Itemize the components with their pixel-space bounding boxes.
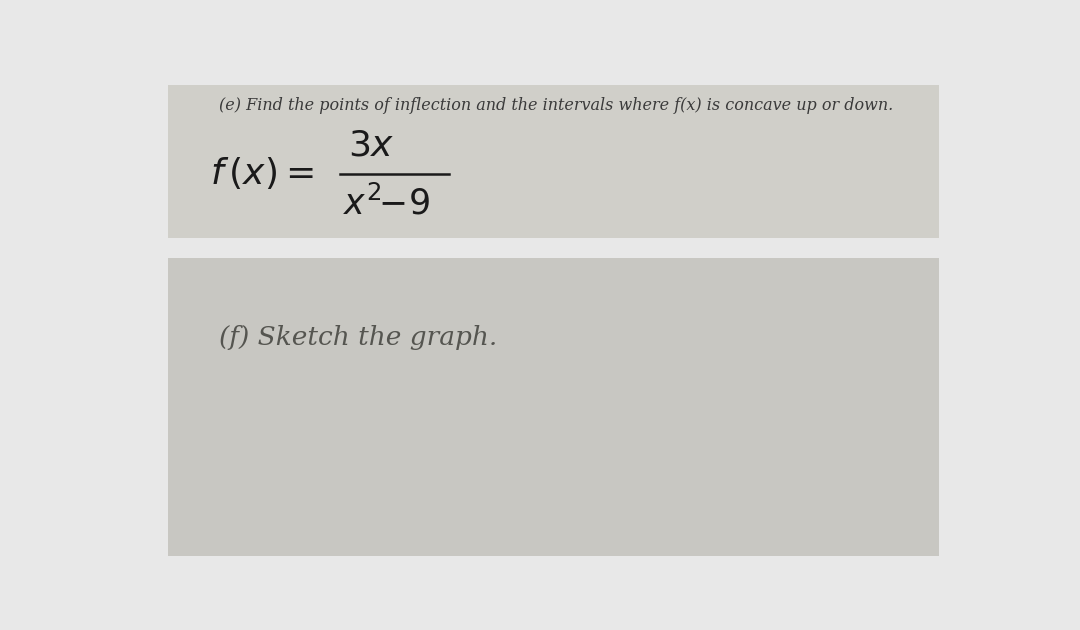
Text: (f) Sketch the graph.: (f) Sketch the graph. — [218, 325, 497, 350]
Text: $x^2\!\!-\!9$: $x^2\!\!-\!9$ — [342, 185, 430, 221]
Text: (e) Find the points of inflection and the intervals where f(x) is concave up or : (e) Find the points of inflection and th… — [218, 98, 893, 115]
Text: $3x$: $3x$ — [349, 129, 395, 163]
Text: $f\,(x) =$: $f\,(x) =$ — [211, 154, 314, 191]
Bar — [168, 258, 939, 556]
Bar — [168, 85, 939, 238]
